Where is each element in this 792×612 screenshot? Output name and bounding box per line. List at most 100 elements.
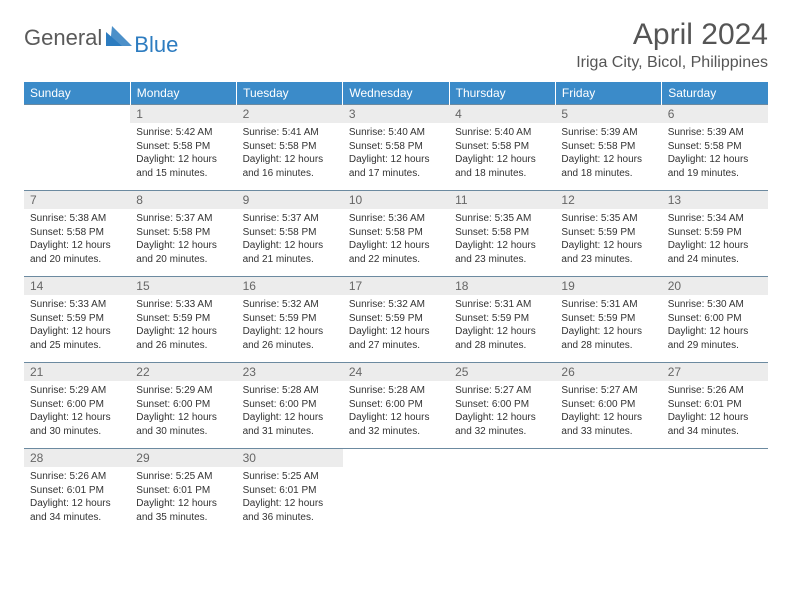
day-number: 11 <box>449 191 555 209</box>
weekday-header: Sunday <box>24 82 130 105</box>
logo-text-2: Blue <box>134 32 178 57</box>
day-number: 24 <box>343 363 449 381</box>
day-number: 6 <box>662 105 768 123</box>
day-cell: 30Sunrise: 5:25 AMSunset: 6:01 PMDayligh… <box>237 449 343 535</box>
day-cell: 20Sunrise: 5:30 AMSunset: 6:00 PMDayligh… <box>662 277 768 363</box>
day-details: Sunrise: 5:38 AMSunset: 5:58 PMDaylight:… <box>24 209 130 272</box>
calendar-body: 1Sunrise: 5:42 AMSunset: 5:58 PMDaylight… <box>24 105 768 535</box>
day-details: Sunrise: 5:33 AMSunset: 5:59 PMDaylight:… <box>130 295 236 358</box>
day-details: Sunrise: 5:31 AMSunset: 5:59 PMDaylight:… <box>449 295 555 358</box>
day-number: 15 <box>130 277 236 295</box>
logo-triangle-icon <box>106 26 132 51</box>
day-details: Sunrise: 5:28 AMSunset: 6:00 PMDaylight:… <box>237 381 343 444</box>
day-details: Sunrise: 5:34 AMSunset: 5:59 PMDaylight:… <box>662 209 768 272</box>
day-number: 22 <box>130 363 236 381</box>
week-row: 7Sunrise: 5:38 AMSunset: 5:58 PMDaylight… <box>24 191 768 277</box>
weekday-header: Monday <box>130 82 236 105</box>
day-details: Sunrise: 5:35 AMSunset: 5:59 PMDaylight:… <box>555 209 661 272</box>
day-number: 16 <box>237 277 343 295</box>
day-number: 8 <box>130 191 236 209</box>
header: General Blue April 2024 Iriga City, Bico… <box>24 18 768 72</box>
day-details: Sunrise: 5:28 AMSunset: 6:00 PMDaylight:… <box>343 381 449 444</box>
day-cell: 15Sunrise: 5:33 AMSunset: 5:59 PMDayligh… <box>130 277 236 363</box>
day-details: Sunrise: 5:39 AMSunset: 5:58 PMDaylight:… <box>662 123 768 186</box>
day-details: Sunrise: 5:33 AMSunset: 5:59 PMDaylight:… <box>24 295 130 358</box>
day-number: 5 <box>555 105 661 123</box>
week-row: 14Sunrise: 5:33 AMSunset: 5:59 PMDayligh… <box>24 277 768 363</box>
day-cell: 8Sunrise: 5:37 AMSunset: 5:58 PMDaylight… <box>130 191 236 277</box>
day-number: 9 <box>237 191 343 209</box>
day-cell: 3Sunrise: 5:40 AMSunset: 5:58 PMDaylight… <box>343 105 449 191</box>
day-number: 30 <box>237 449 343 467</box>
weekday-header: Thursday <box>449 82 555 105</box>
month-title: April 2024 <box>576 18 768 52</box>
day-number: 28 <box>24 449 130 467</box>
day-cell: 19Sunrise: 5:31 AMSunset: 5:59 PMDayligh… <box>555 277 661 363</box>
day-details: Sunrise: 5:39 AMSunset: 5:58 PMDaylight:… <box>555 123 661 186</box>
day-details: Sunrise: 5:26 AMSunset: 6:01 PMDaylight:… <box>24 467 130 530</box>
day-cell: 21Sunrise: 5:29 AMSunset: 6:00 PMDayligh… <box>24 363 130 449</box>
day-number: 14 <box>24 277 130 295</box>
day-number: 20 <box>662 277 768 295</box>
day-cell: 28Sunrise: 5:26 AMSunset: 6:01 PMDayligh… <box>24 449 130 535</box>
day-number: 26 <box>555 363 661 381</box>
day-number: 18 <box>449 277 555 295</box>
day-details: Sunrise: 5:40 AMSunset: 5:58 PMDaylight:… <box>449 123 555 186</box>
day-number: 23 <box>237 363 343 381</box>
day-details: Sunrise: 5:35 AMSunset: 5:58 PMDaylight:… <box>449 209 555 272</box>
day-cell: 26Sunrise: 5:27 AMSunset: 6:00 PMDayligh… <box>555 363 661 449</box>
calendar-table: SundayMondayTuesdayWednesdayThursdayFrid… <box>24 82 768 535</box>
day-cell: 5Sunrise: 5:39 AMSunset: 5:58 PMDaylight… <box>555 105 661 191</box>
day-details: Sunrise: 5:42 AMSunset: 5:58 PMDaylight:… <box>130 123 236 186</box>
day-number: 7 <box>24 191 130 209</box>
weekday-header: Tuesday <box>237 82 343 105</box>
day-number: 17 <box>343 277 449 295</box>
day-cell: 6Sunrise: 5:39 AMSunset: 5:58 PMDaylight… <box>662 105 768 191</box>
day-cell: 4Sunrise: 5:40 AMSunset: 5:58 PMDaylight… <box>449 105 555 191</box>
week-row: 21Sunrise: 5:29 AMSunset: 6:00 PMDayligh… <box>24 363 768 449</box>
day-details: Sunrise: 5:40 AMSunset: 5:58 PMDaylight:… <box>343 123 449 186</box>
day-details: Sunrise: 5:30 AMSunset: 6:00 PMDaylight:… <box>662 295 768 358</box>
day-details: Sunrise: 5:25 AMSunset: 6:01 PMDaylight:… <box>130 467 236 530</box>
day-cell: 25Sunrise: 5:27 AMSunset: 6:00 PMDayligh… <box>449 363 555 449</box>
day-details: Sunrise: 5:29 AMSunset: 6:00 PMDaylight:… <box>130 381 236 444</box>
day-cell: 24Sunrise: 5:28 AMSunset: 6:00 PMDayligh… <box>343 363 449 449</box>
day-details: Sunrise: 5:26 AMSunset: 6:01 PMDaylight:… <box>662 381 768 444</box>
day-cell: 29Sunrise: 5:25 AMSunset: 6:01 PMDayligh… <box>130 449 236 535</box>
day-details: Sunrise: 5:37 AMSunset: 5:58 PMDaylight:… <box>130 209 236 272</box>
day-details: Sunrise: 5:32 AMSunset: 5:59 PMDaylight:… <box>237 295 343 358</box>
day-number: 19 <box>555 277 661 295</box>
day-number: 29 <box>130 449 236 467</box>
day-number: 4 <box>449 105 555 123</box>
day-number: 25 <box>449 363 555 381</box>
day-number: 10 <box>343 191 449 209</box>
day-cell: 27Sunrise: 5:26 AMSunset: 6:01 PMDayligh… <box>662 363 768 449</box>
location: Iriga City, Bicol, Philippines <box>576 54 768 72</box>
day-cell: 13Sunrise: 5:34 AMSunset: 5:59 PMDayligh… <box>662 191 768 277</box>
weekday-header: Wednesday <box>343 82 449 105</box>
weekday-header: Friday <box>555 82 661 105</box>
day-number: 1 <box>130 105 236 123</box>
day-cell: 12Sunrise: 5:35 AMSunset: 5:59 PMDayligh… <box>555 191 661 277</box>
weekday-header-row: SundayMondayTuesdayWednesdayThursdayFrid… <box>24 82 768 105</box>
day-details: Sunrise: 5:41 AMSunset: 5:58 PMDaylight:… <box>237 123 343 186</box>
day-details: Sunrise: 5:29 AMSunset: 6:00 PMDaylight:… <box>24 381 130 444</box>
day-cell: 11Sunrise: 5:35 AMSunset: 5:58 PMDayligh… <box>449 191 555 277</box>
week-row: 28Sunrise: 5:26 AMSunset: 6:01 PMDayligh… <box>24 449 768 535</box>
day-cell <box>662 449 768 535</box>
day-cell <box>555 449 661 535</box>
day-cell: 2Sunrise: 5:41 AMSunset: 5:58 PMDaylight… <box>237 105 343 191</box>
day-number: 21 <box>24 363 130 381</box>
day-cell <box>449 449 555 535</box>
day-details: Sunrise: 5:32 AMSunset: 5:59 PMDaylight:… <box>343 295 449 358</box>
day-number: 3 <box>343 105 449 123</box>
logo-text-1: General <box>24 25 102 51</box>
day-cell: 1Sunrise: 5:42 AMSunset: 5:58 PMDaylight… <box>130 105 236 191</box>
title-block: April 2024 Iriga City, Bicol, Philippine… <box>576 18 768 72</box>
day-details: Sunrise: 5:37 AMSunset: 5:58 PMDaylight:… <box>237 209 343 272</box>
day-cell: 9Sunrise: 5:37 AMSunset: 5:58 PMDaylight… <box>237 191 343 277</box>
day-details: Sunrise: 5:27 AMSunset: 6:00 PMDaylight:… <box>449 381 555 444</box>
day-details: Sunrise: 5:25 AMSunset: 6:01 PMDaylight:… <box>237 467 343 530</box>
day-cell: 18Sunrise: 5:31 AMSunset: 5:59 PMDayligh… <box>449 277 555 363</box>
day-cell: 23Sunrise: 5:28 AMSunset: 6:00 PMDayligh… <box>237 363 343 449</box>
